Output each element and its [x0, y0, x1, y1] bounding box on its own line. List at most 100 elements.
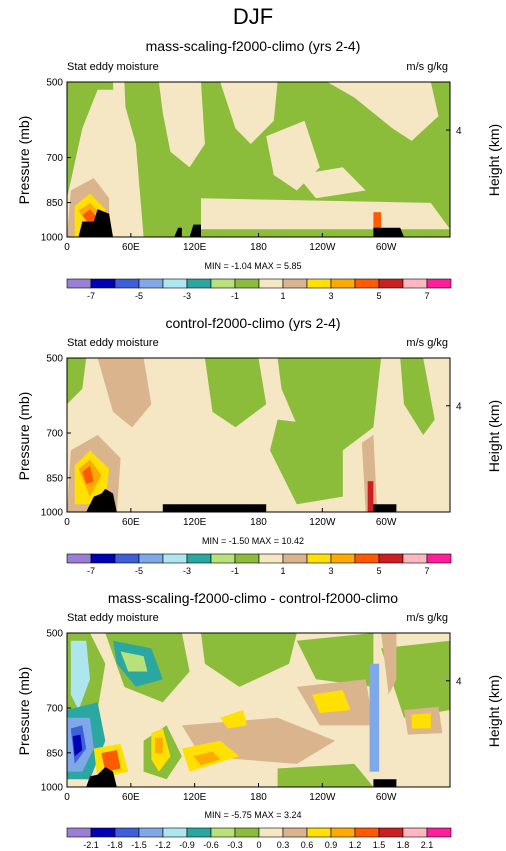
y-right-tick-label: 4 — [456, 126, 462, 137]
panel-1-region — [220, 82, 278, 144]
colorbar-swatch — [306, 553, 332, 564]
colorbar-swatch — [186, 553, 212, 564]
colorbar-swatch — [234, 278, 260, 289]
colorbar-label: -5 — [135, 291, 143, 301]
x-tick-label: 120W — [309, 517, 336, 528]
colorbar-swatch — [306, 827, 332, 838]
y-tick-label: 1000 — [41, 508, 64, 519]
panel-3-terrain — [86, 767, 117, 787]
panel-1-minmax: MIN = -1.04 MAX = 5.85 — [204, 261, 302, 271]
colorbar-swatch — [114, 827, 140, 838]
colorbar-label: 1 — [280, 566, 285, 576]
panel-3-region — [277, 763, 374, 787]
x-tick-label: 60E — [122, 792, 140, 803]
colorbar-label: -3 — [183, 291, 191, 301]
colorbar-swatch — [354, 553, 380, 564]
x-tick-label: 180 — [250, 517, 267, 528]
colorbar-label: 1.2 — [349, 840, 362, 850]
x-tick-label: 0 — [64, 792, 70, 803]
x-tick-label: 120E — [183, 517, 207, 528]
colorbar-label: 1 — [280, 291, 285, 301]
colorbar-swatch — [426, 553, 452, 564]
colorbar-label: -1 — [231, 566, 239, 576]
colorbar-swatch — [66, 553, 92, 564]
panel-3-region — [120, 651, 148, 672]
y-right-tick-label: 4 — [456, 677, 462, 688]
colorbar-label: 0.3 — [277, 840, 290, 850]
colorbar-label: 0 — [256, 840, 261, 850]
colorbar-swatch — [330, 553, 356, 564]
panel-2-terrain — [86, 488, 117, 512]
panel-2-region — [270, 419, 343, 505]
colorbar-swatch — [162, 278, 188, 289]
colorbar-label: 0.9 — [325, 840, 338, 850]
panel-2-region — [82, 465, 94, 485]
panel-3-terrain — [373, 779, 397, 787]
colorbar-swatch — [402, 553, 428, 564]
colorbar-swatch — [378, 278, 404, 289]
colorbar-label: -7 — [87, 291, 95, 301]
panel-1-region — [82, 209, 98, 225]
colorbar-swatch — [258, 553, 284, 564]
colorbar-swatch — [162, 827, 188, 838]
colorbar-swatch — [306, 278, 332, 289]
x-tick-label: 120E — [183, 242, 207, 253]
y-tick-label: 700 — [46, 153, 63, 164]
panel-3-region — [411, 713, 431, 729]
panel-1-region — [266, 120, 320, 191]
panel-3-region — [312, 690, 351, 714]
panel-1-left-subtitle: Stat eddy moisture — [67, 61, 159, 73]
colorbar-swatch — [426, 278, 452, 289]
colorbar-swatch — [138, 278, 164, 289]
colorbar-label: -0.6 — [203, 840, 219, 850]
colorbar-label: -1 — [231, 291, 239, 301]
colorbar-swatch — [234, 827, 260, 838]
colorbar-swatch — [138, 553, 164, 564]
panel-1-region — [296, 167, 366, 199]
colorbar-label: 1.8 — [397, 840, 410, 850]
panel-3-region — [155, 737, 163, 754]
x-tick-label: 180 — [250, 792, 267, 803]
panel-3-left-subtitle: Stat eddy moisture — [67, 612, 159, 624]
colorbar-label: -7 — [87, 566, 95, 576]
x-tick-label: 0 — [64, 517, 70, 528]
panel-1-region — [113, 82, 129, 206]
colorbar-swatch — [378, 827, 404, 838]
colorbar-label: -1.8 — [107, 840, 123, 850]
colorbar-swatch — [162, 553, 188, 564]
panel-3-units: m/s g/kg — [406, 612, 448, 624]
colorbar-swatch — [210, 278, 236, 289]
colorbar-swatch — [90, 278, 116, 289]
colorbar-swatch — [90, 553, 116, 564]
panel-1-region — [158, 82, 205, 168]
panel-3-region — [101, 750, 121, 772]
y-tick-label: 850 — [46, 748, 63, 759]
panel-2-left-subtitle: Stat eddy moisture — [67, 337, 159, 349]
colorbar-label: -0.9 — [179, 840, 195, 850]
colorbar-label: 7 — [424, 291, 429, 301]
colorbar-label: 3 — [328, 291, 333, 301]
colorbar-swatch — [282, 827, 308, 838]
colorbar-swatch — [258, 827, 284, 838]
panel-3-region — [70, 640, 90, 710]
panel-3-minmax: MIN = -5.75 MAX = 3.24 — [204, 810, 302, 820]
panel-2-title: control-f2000-climo (yrs 2-4) — [165, 315, 341, 331]
panel-1-region — [201, 198, 450, 230]
colorbar-swatch — [210, 827, 236, 838]
panel-2-region — [67, 358, 87, 405]
panel-2-minmax: MIN = -1.50 MAX = 10.42 — [201, 536, 305, 546]
y-tick-label: 500 — [46, 78, 63, 89]
colorbar-swatch — [282, 278, 308, 289]
y-tick-label: 1000 — [41, 783, 64, 794]
panel-1-terrain — [78, 209, 113, 237]
colorbar-swatch — [114, 278, 140, 289]
colorbar-swatch — [210, 553, 236, 564]
panel-1-terrain — [373, 227, 404, 237]
y-tick-label: 1000 — [41, 233, 64, 244]
colorbar-label: -3 — [183, 566, 191, 576]
colorbar-label: 2.1 — [421, 840, 434, 850]
x-tick-label: 60E — [122, 517, 140, 528]
panel-3-region — [296, 633, 374, 687]
colorbar-swatch — [354, 278, 380, 289]
